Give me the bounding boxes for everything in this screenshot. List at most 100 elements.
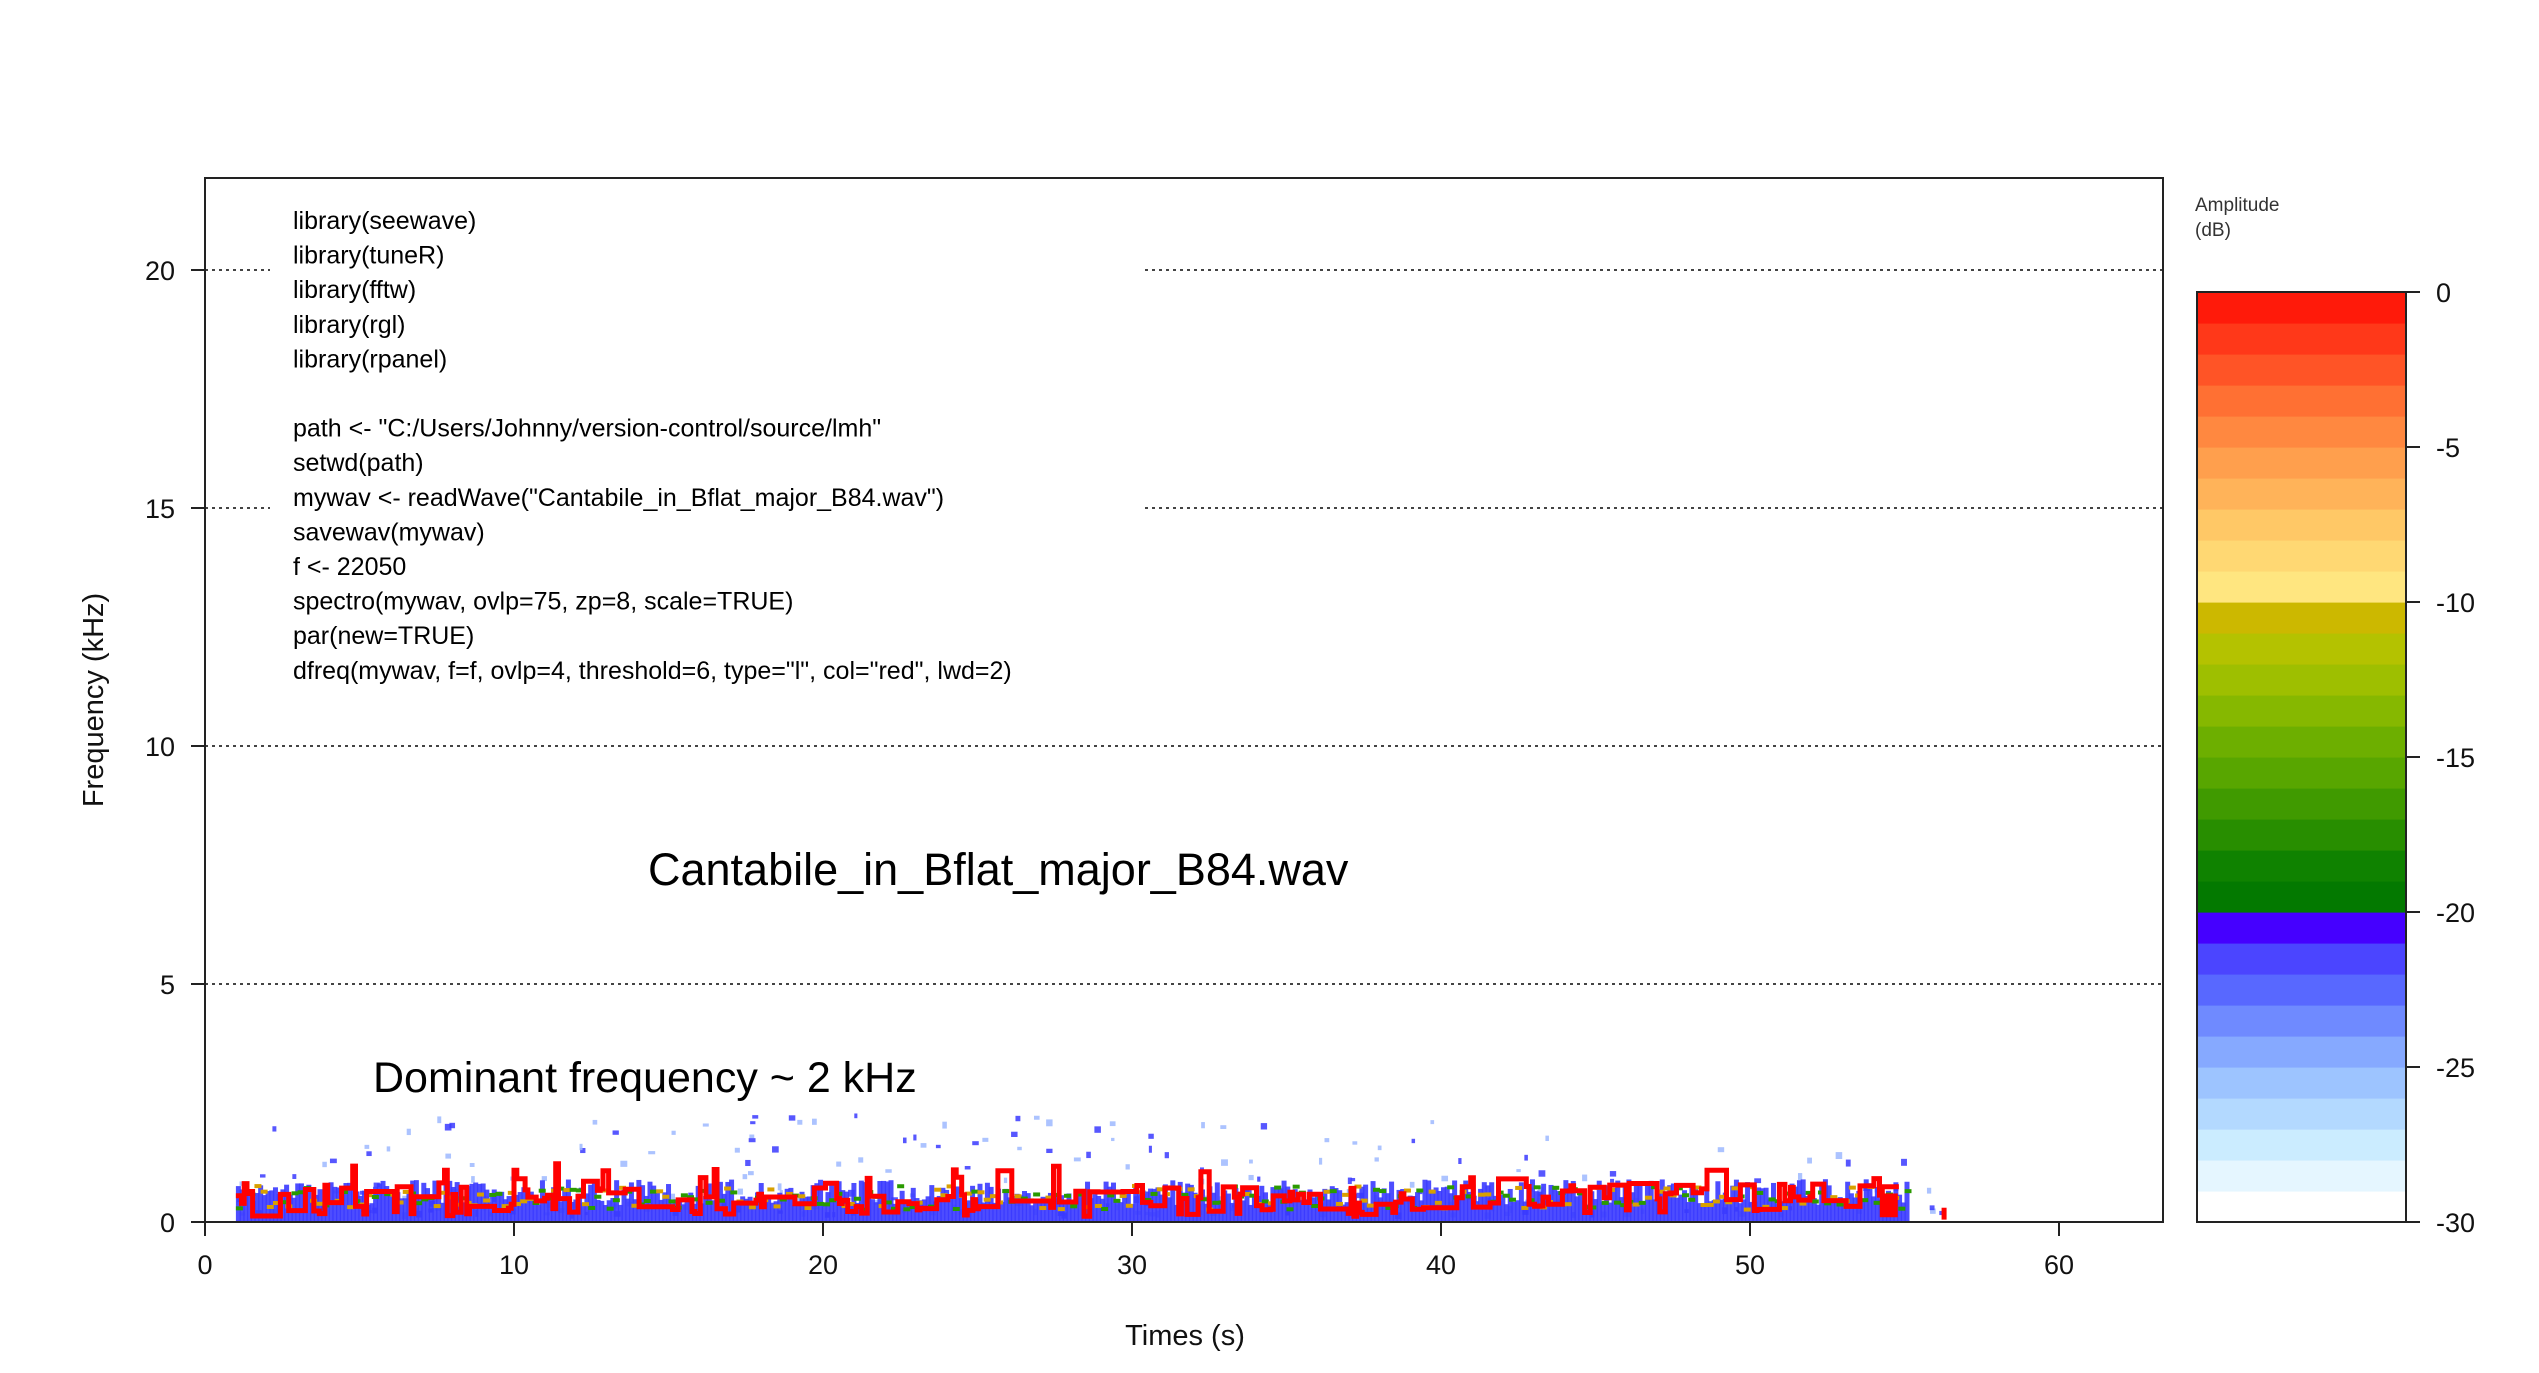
- spectrogram-bin: [1805, 1190, 1813, 1195]
- spectrogram-bin: [376, 1183, 382, 1222]
- spectrogram-bin: [929, 1185, 935, 1222]
- spectrogram-bin: [1159, 1194, 1165, 1222]
- spectrogram-speck: [935, 1144, 941, 1149]
- spectrogram-bin: [1774, 1203, 1780, 1222]
- spectrogram-bin: [1211, 1192, 1217, 1222]
- spectrogram-bin: [656, 1189, 664, 1194]
- spectrogram-speck: [734, 1147, 740, 1153]
- spectrogram-bin: [266, 1204, 274, 1209]
- spectrogram-bin: [1682, 1193, 1690, 1198]
- spectrogram-bin: [658, 1199, 664, 1222]
- colorbar-band: [2197, 726, 2406, 758]
- spectrogram-bin: [940, 1187, 946, 1222]
- spectrogram-bin: [1785, 1202, 1791, 1222]
- plot-area: 0 10 20 30 40 50 60 0 5 10 15 20: [145, 177, 2164, 1280]
- spectrogram-bin: [1359, 1186, 1365, 1222]
- spectrogram-bin: [1808, 1192, 1814, 1222]
- spectrogram-bin: [402, 1198, 408, 1222]
- spectrogram-speck: [1930, 1208, 1936, 1214]
- spectrogram-bin: [260, 1189, 268, 1194]
- spectrogram-speck: [1352, 1141, 1358, 1145]
- spectrogram-speck: [836, 1161, 842, 1167]
- spectrogram-bin: [521, 1187, 527, 1222]
- spectrogram-bin: [649, 1189, 657, 1194]
- y-tick-label: 0: [160, 1208, 175, 1238]
- dominant-frequency-label: Dominant frequency ~ 2 kHz: [373, 1054, 917, 1102]
- spectrogram-bin: [1700, 1202, 1708, 1207]
- spectrogram-bin: [1342, 1192, 1350, 1197]
- spectrogram-bin: [507, 1190, 515, 1195]
- spectrogram-bin: [1426, 1180, 1432, 1222]
- spectrogram-speck: [737, 1188, 743, 1195]
- spectrogram-bin: [1044, 1199, 1050, 1222]
- spectrogram-speck: [779, 1190, 783, 1195]
- spectrogram-speck: [858, 1157, 864, 1163]
- spectrogram-speck: [1086, 1151, 1091, 1159]
- spectrogram-bin: [699, 1188, 707, 1193]
- spectrogram-bin: [1073, 1195, 1079, 1222]
- spectrogram-bin: [773, 1204, 781, 1209]
- spectrogram-bin: [1478, 1192, 1486, 1197]
- spectrogram-bin: [1181, 1192, 1189, 1197]
- spectrogram-bin: [247, 1189, 253, 1222]
- colorbar-band: [2197, 695, 2406, 727]
- spectrogram-speck: [1845, 1159, 1851, 1167]
- spectrogram-bin: [1601, 1200, 1609, 1205]
- spectrogram-bin: [1675, 1186, 1683, 1191]
- spectrogram-bin: [439, 1202, 445, 1222]
- spectrogram-bin: [469, 1183, 475, 1222]
- spectrogram-speck: [1807, 1157, 1812, 1164]
- spectrogram-bin: [751, 1201, 757, 1222]
- spectrogram-bin: [1248, 1204, 1254, 1222]
- spectrogram-bin: [1644, 1195, 1652, 1200]
- spectrogram-bin: [384, 1186, 390, 1222]
- spectrogram-bin: [1076, 1192, 1084, 1197]
- spectrogram-bin: [599, 1200, 605, 1222]
- spectrogram-bin: [476, 1192, 484, 1197]
- colorbar-title-line2: (dB): [2195, 220, 2231, 241]
- spectrogram-speck: [1411, 1138, 1416, 1144]
- spectrogram-speck: [1430, 1120, 1435, 1125]
- spectrogram-bin: [662, 1194, 670, 1199]
- colorbar-band: [2197, 1005, 2406, 1037]
- spectrogram-speck: [752, 1115, 759, 1119]
- spectrogram-speck: [885, 1169, 892, 1173]
- spectrogram-bin: [625, 1198, 631, 1222]
- spectrogram-bin: [1029, 1205, 1035, 1222]
- spectrogram-bin: [558, 1201, 564, 1222]
- gridlines: [205, 269, 2163, 985]
- spectrogram-bin: [1481, 1182, 1487, 1222]
- spectrogram-bin: [1014, 1194, 1022, 1199]
- spectrogram-speck: [1797, 1173, 1803, 1180]
- spectrogram-bin: [1244, 1189, 1250, 1222]
- colorbar-band: [2197, 385, 2406, 417]
- dominant-frequency-tail: [1879, 1193, 1898, 1218]
- spectrogram-bin: [1045, 1195, 1053, 1200]
- spectrogram-bin: [832, 1200, 838, 1222]
- spectrogram-speck: [437, 1116, 442, 1124]
- spectrogram-speck: [1201, 1122, 1205, 1129]
- spectrogram-bin: [1066, 1193, 1072, 1222]
- spectrogram-speck: [748, 1171, 754, 1176]
- spectrogram-speck: [1717, 1147, 1725, 1153]
- spectrogram-bin: [1277, 1188, 1283, 1222]
- spectrogram-speck: [541, 1176, 547, 1182]
- spectrogram-speck: [1046, 1119, 1053, 1127]
- spectrogram-bin: [1021, 1191, 1027, 1222]
- spectrogram-bin: [1600, 1201, 1606, 1222]
- amplitude-colorbar: Amplitude (dB) 0 -5 -10 -15 -20 -25 -30: [2195, 195, 2475, 1238]
- spectrogram-bin: [1871, 1196, 1877, 1222]
- spectrogram-speck: [1015, 1115, 1021, 1122]
- spectrogram-bin: [1212, 1200, 1220, 1205]
- spectrogram-bin: [488, 1202, 494, 1222]
- spectrogram-bin: [1484, 1192, 1492, 1197]
- spectrogram-bin: [1511, 1201, 1517, 1222]
- spectrogram-bin: [933, 1201, 939, 1222]
- spectrogram-bin: [1113, 1198, 1121, 1203]
- spectrogram-bin: [730, 1190, 738, 1195]
- x-tick-label: 20: [808, 1250, 838, 1280]
- spectrogram-bin: [703, 1195, 709, 1222]
- spectrogram-content: [235, 1113, 1947, 1222]
- spectrogram-bin: [1574, 1196, 1580, 1222]
